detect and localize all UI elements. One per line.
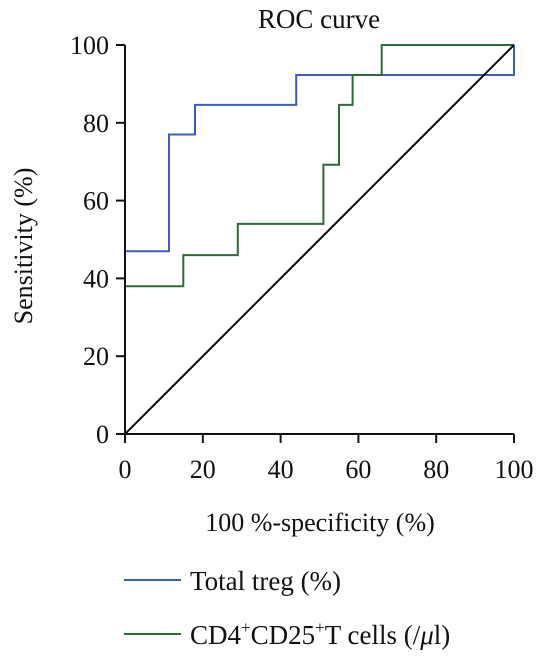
legend-label-cd4-cd25: CD4+CD25+T cells (/μl) bbox=[190, 618, 450, 650]
plot-lines bbox=[124, 44, 515, 435]
chart-title: ROC curve bbox=[258, 4, 380, 34]
legend-part-mu: μ bbox=[419, 620, 434, 650]
reference-diagonal-line bbox=[124, 44, 515, 435]
series-line-cd4-cd25 bbox=[125, 44, 514, 288]
y-tick-label: 20 bbox=[83, 342, 109, 371]
x-ticks: 0 20 40 60 80 100 bbox=[119, 434, 534, 484]
legend-part-l: l) bbox=[434, 620, 451, 650]
y-tick-label: 0 bbox=[96, 420, 109, 449]
x-tick-label: 100 bbox=[495, 455, 534, 484]
x-tick-label: 40 bbox=[268, 455, 294, 484]
y-tick-label: 60 bbox=[83, 187, 109, 216]
legend-part-sup2: + bbox=[315, 618, 325, 637]
series-line-total-treg bbox=[125, 45, 515, 253]
x-tick-label: 80 bbox=[423, 455, 449, 484]
legend-part-cd25: CD25 bbox=[251, 620, 316, 650]
legend-label-total-treg: Total treg (%) bbox=[190, 566, 341, 596]
x-axis-label: 100 %-specificity (%) bbox=[205, 508, 435, 537]
legend-part-sup1: + bbox=[241, 618, 251, 637]
legend-part-tcells: T cells (/ bbox=[325, 620, 421, 650]
y-axis-label: Sensitivity (%) bbox=[9, 168, 38, 325]
y-tick-label: 40 bbox=[83, 264, 109, 293]
y-tick-label: 80 bbox=[83, 109, 109, 138]
legend: Total treg (%) CD4+CD25+T cells (/μl) bbox=[124, 566, 450, 650]
x-tick-label: 20 bbox=[190, 455, 216, 484]
x-tick-label: 60 bbox=[345, 455, 371, 484]
y-ticks: 0 20 40 60 80 100 bbox=[70, 31, 125, 449]
y-tick-label: 100 bbox=[70, 31, 109, 60]
x-tick-label: 0 bbox=[119, 455, 132, 484]
legend-part-cd4: CD4 bbox=[190, 620, 242, 650]
